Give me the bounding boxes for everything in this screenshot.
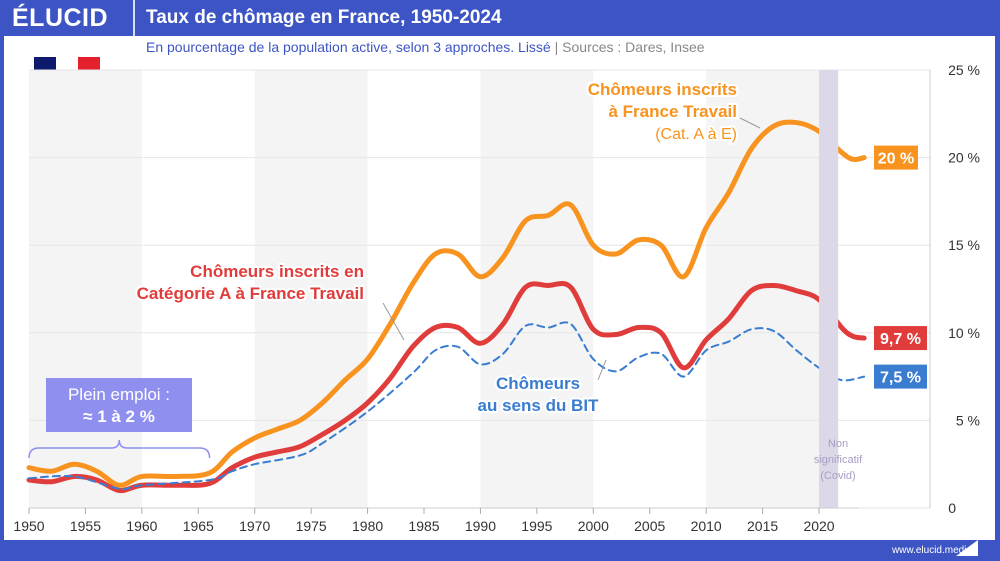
leader-line	[739, 117, 761, 129]
x-tick-label: 2015	[747, 518, 778, 534]
red-series-label: Chômeurs inscrits en	[190, 262, 364, 281]
series-line-blue	[28, 321, 866, 491]
covid-note: Non	[828, 438, 848, 450]
x-tick-label: 1990	[465, 518, 496, 534]
series-line-orange	[26, 119, 867, 488]
full-employment-label: ≈ 1 à 2 %	[83, 407, 155, 426]
elucid-corner-icon	[956, 540, 978, 556]
x-tick-label: 1995	[521, 518, 552, 534]
decade-band	[29, 70, 142, 508]
full-employment-label: Plein emploi :	[68, 385, 170, 404]
orange-series-label: (Cat. A à E)	[655, 126, 737, 143]
full-employment-brace	[28, 439, 211, 459]
header-bar: ÉLUCID Taux de chômage en France, 1950-2…	[0, 0, 1000, 36]
leader-line	[382, 302, 405, 341]
full-employment-box	[46, 378, 192, 432]
y-tick-label: 25 %	[948, 62, 980, 78]
y-tick-label: 0	[948, 500, 956, 516]
covid-note: (Covid)	[820, 470, 855, 482]
x-tick-label: 1955	[70, 518, 101, 534]
end-label-red: 9,7 %	[880, 331, 921, 348]
red-series-label: Catégorie A à France Travail	[137, 284, 364, 303]
footer-url: www.elucid.media	[891, 545, 972, 556]
end-label-box-blue	[874, 364, 927, 389]
x-tick-label: 1980	[352, 518, 383, 534]
decade-band	[706, 70, 820, 508]
chart-title: Taux de chômage en France, 1950-2024	[146, 7, 502, 28]
header-separator	[133, 0, 135, 36]
end-label-blue: 7,5 %	[880, 370, 921, 387]
subtitle-separator: |	[554, 39, 559, 55]
end-label-box-red	[874, 326, 927, 351]
x-tick-label: 1950	[13, 518, 44, 534]
x-tick-label: 1965	[183, 518, 214, 534]
decade-band	[480, 70, 594, 508]
elucid-logo: ÉLUCID	[12, 4, 109, 32]
sources-text: Sources : Dares, Insee	[562, 39, 705, 55]
blue-series-label: au sens du BIT	[478, 396, 600, 415]
orange-series-label: à France Travail	[608, 102, 737, 121]
x-tick-label: 1985	[408, 518, 439, 534]
x-tick-label: 1975	[296, 518, 327, 534]
y-tick-label: 10 %	[948, 325, 980, 341]
subtitle-text: En pourcentage de la population active, …	[146, 39, 551, 55]
decade-band	[254, 70, 368, 508]
series-line-red	[26, 280, 867, 494]
y-tick-label: 20 %	[948, 150, 980, 166]
leader-line	[597, 359, 607, 381]
chart-subtitle: En pourcentage de la population active, …	[146, 39, 705, 55]
x-tick-label: 2010	[691, 518, 722, 534]
y-tick-label: 5 %	[956, 412, 980, 428]
x-tick-label: 1970	[239, 518, 270, 534]
end-label-box-orange	[874, 145, 918, 170]
covid-band	[819, 70, 839, 508]
x-tick-label: 2005	[634, 518, 665, 534]
x-tick-label: 2020	[803, 518, 834, 534]
orange-series-label: Chômeurs inscrits	[588, 80, 737, 99]
covid-note: significatif	[814, 454, 863, 466]
end-label-orange: 20 %	[878, 151, 914, 168]
y-tick-label: 15 %	[948, 237, 980, 253]
blue-series-label: Chômeurs	[496, 374, 580, 393]
x-tick-label: 1960	[126, 518, 157, 534]
x-tick-label: 2000	[578, 518, 609, 534]
